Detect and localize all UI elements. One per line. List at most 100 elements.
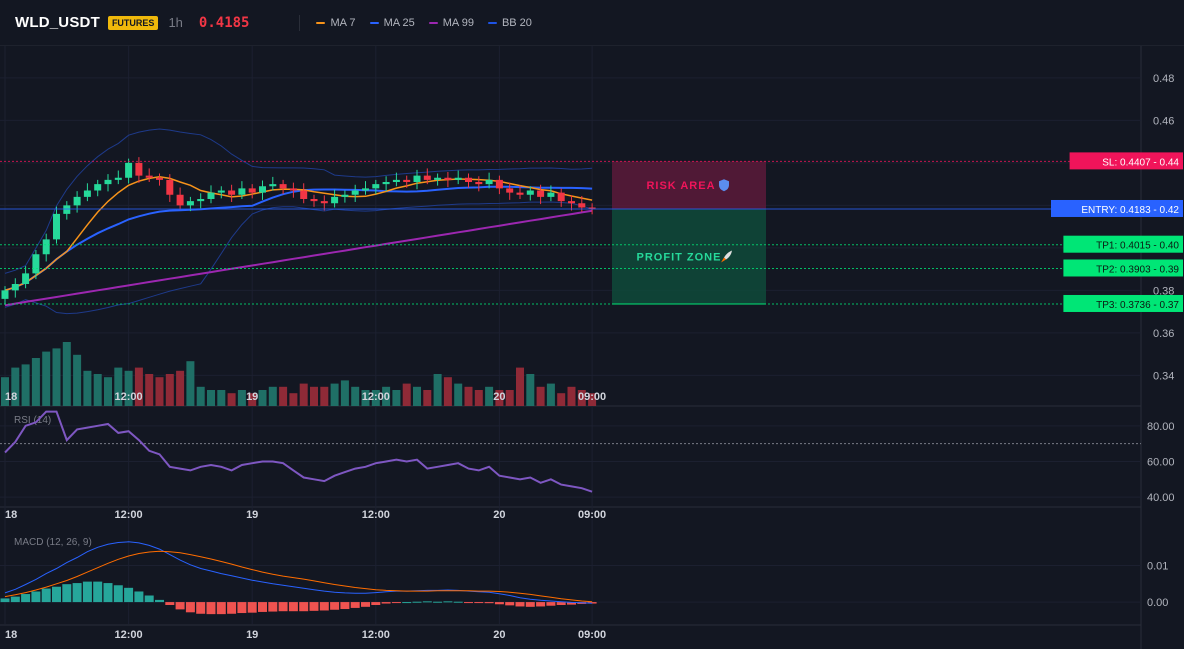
level-label-bg: [1063, 294, 1183, 312]
macd-histogram-bar: [422, 601, 432, 603]
volume-bar: [186, 361, 195, 406]
macd-histogram-bar: [494, 602, 504, 605]
macd-histogram-bar: [484, 602, 494, 604]
candle-body: [63, 205, 71, 214]
macd-histogram-bar: [216, 602, 226, 615]
candle-body: [238, 188, 246, 195]
futures-badge: FUTURES: [107, 15, 159, 30]
candle-body: [156, 177, 163, 180]
candle-body: [300, 190, 308, 199]
level-label-tp1: TP1: 0.4015 - 0.40: [1063, 235, 1183, 253]
volume-bar: [165, 374, 174, 406]
ma25-line: [4, 185, 593, 292]
macd-histogram-bar: [556, 602, 566, 605]
candle-body: [320, 201, 328, 204]
candle-body: [289, 188, 297, 191]
volume-bar: [237, 390, 246, 406]
candle-body: [42, 239, 50, 255]
macd-histogram-bar: [21, 594, 31, 603]
level-label-entry: ENTRY: 0.4183 - 0.42: [1051, 199, 1183, 217]
level-label-bg: [1063, 259, 1183, 277]
timeframe-label[interactable]: 1h: [168, 15, 183, 30]
volume-bar: [258, 390, 267, 406]
macd-histogram-bar: [103, 583, 113, 603]
volume-bar: [227, 393, 236, 406]
candle-body: [53, 213, 60, 240]
macd-histogram-bar: [258, 602, 267, 612]
volume-bar: [217, 390, 226, 406]
candle-body: [94, 184, 102, 191]
legend-ma25[interactable]: MA 25: [369, 17, 415, 29]
candle-body: [73, 196, 81, 206]
volume-bar: [433, 374, 442, 406]
legend-ma99[interactable]: MA 99: [428, 16, 474, 29]
x-tick-label: 09:00: [578, 629, 606, 641]
ma99-line: [4, 209, 593, 307]
level-label-text: ENTRY: 0.4183 - 0.42: [1081, 205, 1179, 216]
profit-zone-box: [612, 208, 766, 304]
candle-body: [186, 201, 194, 206]
volume-bar: [464, 386, 473, 406]
macd-line: [4, 541, 593, 604]
symbol-label[interactable]: WLD_USDT: [15, 14, 100, 31]
volume-bar: [526, 374, 535, 406]
macd-histogram-bar: [412, 601, 422, 603]
legend-label-ma7: MA 7: [330, 16, 356, 29]
macd-histogram-bar: [134, 591, 144, 603]
candle-body: [413, 175, 421, 182]
macd-histogram-bar: [124, 587, 134, 603]
macd-histogram-bar: [515, 602, 525, 607]
candle-body: [310, 199, 318, 202]
candle-body: [228, 190, 236, 195]
legend-ma7[interactable]: MA 7: [316, 16, 356, 29]
macd-histogram-bar: [165, 602, 175, 605]
candle-body: [125, 162, 133, 178]
x-tick-label: 19: [246, 629, 258, 641]
level-label-tp2: TP2: 0.3903 - 0.39: [1063, 259, 1183, 277]
x-tick-label: 18: [5, 629, 17, 641]
volume-bar: [567, 386, 576, 406]
macd-signal-line: [4, 550, 593, 603]
legend-swatch-ma99: [428, 21, 438, 24]
volume-bar: [371, 390, 380, 406]
candle-body: [1, 290, 9, 299]
macd-histogram-bar: [52, 586, 61, 603]
volume-bar: [207, 390, 215, 406]
volume-bar: [588, 393, 597, 406]
candle-body: [465, 177, 472, 182]
level-label-bg: [1051, 199, 1183, 217]
candle-body: [495, 179, 503, 189]
volume-bar: [516, 367, 524, 406]
macd-histogram-bar: [196, 602, 206, 614]
level-label-text: TP1: 0.4015 - 0.40: [1096, 241, 1179, 252]
legend-label-ma99: MA 99: [442, 16, 474, 29]
volume-bar: [351, 386, 360, 406]
candle-body: [526, 190, 534, 195]
candle-body: [578, 203, 586, 208]
candle-body: [135, 162, 143, 176]
macd-histogram-bar: [113, 585, 123, 603]
legend-bb20[interactable]: BB 20: [487, 17, 532, 29]
candle-body: [248, 188, 256, 193]
price-tick-label: 0.34: [1153, 370, 1174, 382]
macd-histogram-bar: [361, 602, 370, 607]
volume-bar: [83, 370, 92, 406]
x-tick-label: 12:00: [362, 509, 390, 521]
volume-bar: [42, 351, 51, 406]
volume-bar: [134, 367, 143, 406]
level-label-text: TP2: 0.3903 - 0.39: [1096, 264, 1179, 275]
volume-bar: [320, 386, 329, 406]
profit-zone-label: PROFIT ZONE: [637, 251, 722, 263]
volume-bar: [289, 393, 298, 406]
price-tick-label: 0.46: [1153, 115, 1174, 127]
candle-body: [341, 194, 349, 197]
candle-body: [269, 184, 277, 187]
macd-histogram-bar: [288, 602, 298, 612]
volume-bar: [155, 377, 164, 406]
candle-body: [197, 199, 205, 202]
candle-body: [557, 192, 565, 202]
volume-bar: [21, 364, 30, 406]
x-tick-label: 09:00: [578, 509, 606, 521]
macd-histogram-bar: [144, 595, 154, 603]
